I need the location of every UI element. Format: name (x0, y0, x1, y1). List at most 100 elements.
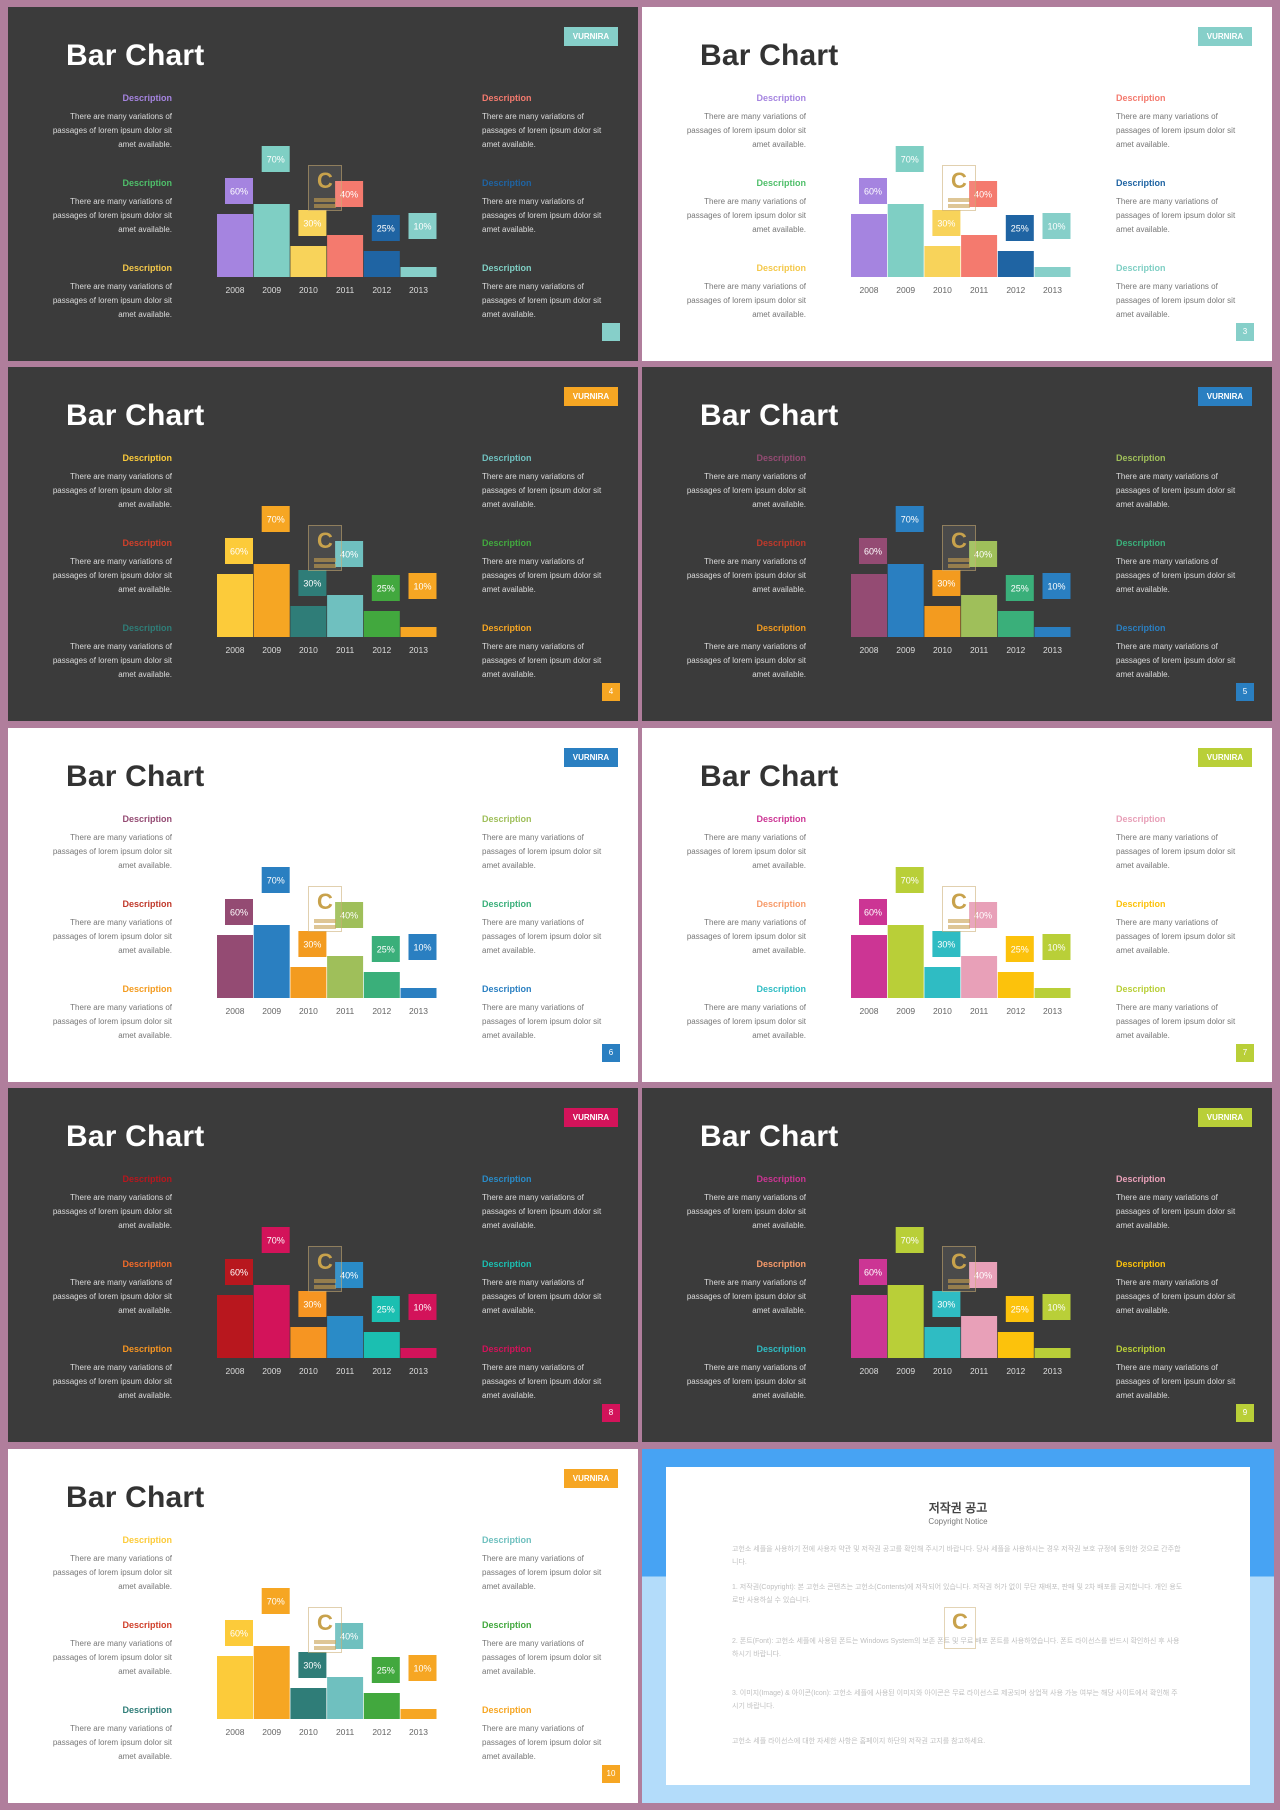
bar-2010 (290, 967, 327, 998)
description-text: There are many variations of passages of… (1116, 472, 1236, 509)
data-label-box (969, 1262, 998, 1288)
description-heading: Description (756, 623, 806, 633)
data-label-box (225, 538, 253, 564)
description-heading: Description (756, 538, 806, 548)
x-tick-label: 2010 (299, 1366, 318, 1376)
description-block: Description There are many variations of … (482, 899, 606, 958)
x-tick-label: 2013 (1043, 1006, 1062, 1016)
bar-chart-svg: 60% 2008 70% 2009 30% 2010 40% 2011 25% 2012 10% 20… (217, 867, 437, 1016)
bar-2012 (363, 1332, 400, 1358)
data-label: 70% (267, 876, 285, 886)
x-tick-label: 2013 (1043, 285, 1062, 295)
data-label-box (859, 538, 887, 564)
description-text: There are many variations of passages of… (482, 282, 602, 319)
bar-2011 (961, 595, 998, 637)
x-tick-label: 2008 (860, 645, 879, 655)
data-label-box (298, 210, 327, 236)
description-block: Description There are many variations of … (482, 1535, 606, 1594)
data-label-box (969, 902, 998, 928)
data-label: 40% (340, 190, 358, 200)
slide-title: Bar Chart (66, 399, 205, 432)
data-label: 40% (340, 911, 358, 921)
x-tick-label: 2010 (933, 285, 952, 295)
data-label-box (371, 575, 400, 601)
slide: Bar Chart VURNIRA 3 Description There are ma… (642, 7, 1272, 361)
description-heading: Description (122, 1620, 172, 1630)
bar-2011 (961, 1316, 998, 1358)
data-label-box (969, 181, 998, 207)
brand-badge: VURNIRA (1198, 387, 1252, 406)
slide-title: Bar Chart (66, 39, 205, 72)
description-heading: Description (756, 1174, 806, 1184)
data-label: 30% (303, 1300, 321, 1310)
description-text: There are many variations of passages of… (686, 1193, 806, 1230)
bar-2010 (290, 246, 327, 277)
bar-2012 (997, 972, 1034, 998)
bar-2010 (290, 606, 327, 637)
bar-chart: 60% 2008 70% 2009 30% 2010 40% 2011 25% 2012 10% 20… (837, 467, 1077, 667)
description-heading: Description (122, 623, 172, 633)
description-text: There are many variations of passages of… (482, 1193, 602, 1230)
description-block: Description There are many variations of … (682, 93, 806, 152)
bar-chart-svg: 60% 2008 70% 2009 30% 2010 40% 2011 25% 2012 10% 20… (851, 867, 1071, 1016)
description-text: There are many variations of passages of… (482, 1724, 602, 1761)
bar-2009 (887, 925, 924, 998)
data-label: 10% (413, 582, 431, 592)
data-label: 40% (974, 550, 992, 560)
bar-chart: 60% 2008 70% 2009 30% 2010 40% 2011 25% 2012 10% 20… (837, 828, 1077, 1028)
data-label: 60% (230, 908, 248, 918)
bar-chart-svg: 60% 2008 70% 2009 30% 2010 40% 2011 25% 2012 10% 20… (851, 146, 1071, 295)
description-heading: Description (1116, 899, 1166, 909)
data-label-box (408, 1294, 437, 1320)
bar-2013 (400, 627, 437, 637)
watermark-logo: C (308, 165, 342, 211)
data-label-box (859, 178, 887, 204)
data-label: 40% (340, 1271, 358, 1281)
data-label-box (1042, 213, 1071, 239)
bar-2012 (997, 611, 1034, 637)
description-block: Description There are many variations of … (48, 1535, 172, 1594)
data-label: 25% (377, 584, 395, 594)
data-label: 30% (937, 219, 955, 229)
data-label-box (1005, 575, 1034, 601)
data-label-box (261, 867, 290, 893)
description-heading: Description (122, 263, 172, 273)
data-label-box (298, 570, 327, 596)
description-block: Description There are many variations of … (482, 93, 606, 152)
description-text: There are many variations of passages of… (52, 282, 172, 319)
description-heading: Description (756, 1259, 806, 1269)
data-label: 25% (1011, 224, 1029, 234)
description-text: There are many variations of passages of… (52, 642, 172, 679)
page-number: 5 (1236, 683, 1254, 701)
page-number: 8 (602, 1404, 620, 1422)
description-heading: Description (122, 899, 172, 909)
data-label-box (371, 215, 400, 241)
description-text: There are many variations of passages of… (482, 833, 602, 870)
slide: Bar Chart VURNIRA Description There are man… (8, 7, 638, 361)
x-tick-label: 2008 (226, 1006, 245, 1016)
description-block: Description There are many variations of … (48, 263, 172, 322)
description-text: There are many variations of passages of… (686, 112, 806, 149)
data-label-box (895, 867, 924, 893)
description-heading: Description (482, 899, 532, 909)
data-label-box (225, 178, 253, 204)
description-text: There are many variations of passages of… (686, 833, 806, 870)
description-block: Description There are many variations of … (482, 1705, 606, 1764)
x-tick-label: 2012 (1006, 645, 1025, 655)
data-label: 70% (901, 1236, 919, 1246)
description-heading: Description (482, 263, 532, 273)
bar-2010 (924, 967, 961, 998)
page-number: 3 (1236, 323, 1254, 341)
data-label-box (932, 1291, 961, 1317)
bar-2011 (327, 595, 364, 637)
description-text: There are many variations of passages of… (482, 557, 602, 594)
x-tick-label: 2013 (409, 645, 428, 655)
description-text: There are many variations of passages of… (686, 197, 806, 234)
description-heading: Description (122, 538, 172, 548)
x-tick-label: 2012 (372, 1366, 391, 1376)
data-label-box (895, 506, 924, 532)
description-block: Description There are many variations of … (1116, 538, 1240, 597)
slide: Bar Chart VURNIRA 8 Description There are ma… (8, 1088, 638, 1442)
data-label: 40% (340, 1632, 358, 1642)
bar-2013 (1034, 627, 1071, 637)
